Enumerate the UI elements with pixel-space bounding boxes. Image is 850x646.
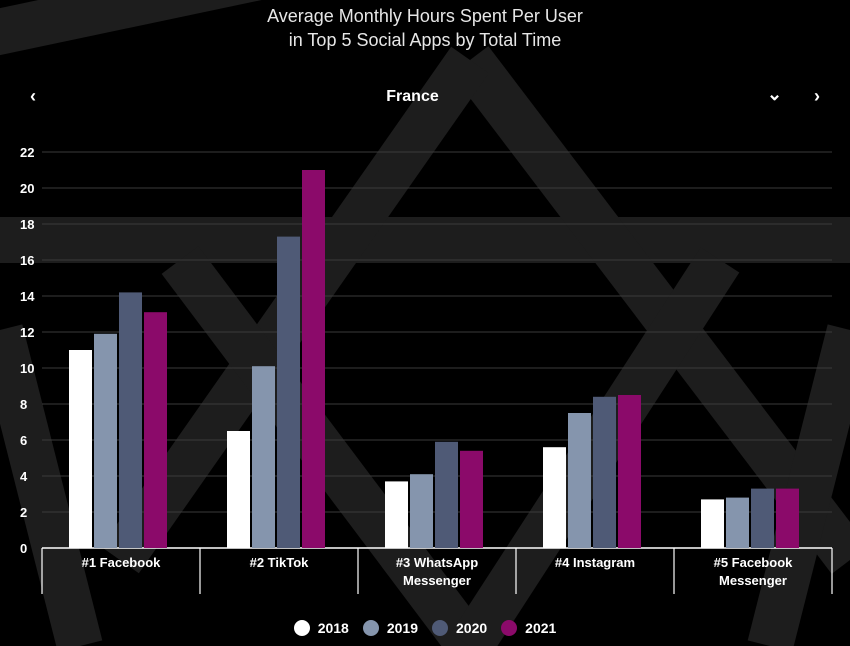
- bar: [69, 350, 92, 548]
- bar: [776, 488, 799, 548]
- y-tick-label: 2: [20, 505, 27, 520]
- bar: [385, 481, 408, 548]
- bar: [227, 431, 250, 548]
- x-tick-label: #1 Facebook: [82, 555, 162, 570]
- bar: [751, 488, 774, 548]
- legend-label: 2019: [386, 620, 418, 636]
- y-tick-label: 6: [20, 433, 27, 448]
- legend-item[interactable]: 2019: [362, 620, 418, 636]
- bar: [410, 474, 433, 548]
- x-tick-label: #5 Facebook: [714, 555, 794, 570]
- country-selector[interactable]: France: [386, 88, 439, 105]
- bar: [94, 333, 117, 548]
- bar: [593, 396, 616, 548]
- y-tick-label: 16: [20, 253, 34, 268]
- bar: [543, 447, 566, 548]
- legend-swatch: [501, 620, 518, 636]
- legend-label: 2018: [317, 620, 349, 636]
- legend-swatch: [432, 620, 448, 636]
- chart-title-line-1: Average Monthly Hours Spent Per User: [267, 6, 583, 26]
- legend-item[interactable]: 2018: [293, 620, 349, 636]
- legend-item[interactable]: 2021: [501, 620, 556, 636]
- bar: [568, 413, 591, 548]
- y-tick-label: 14: [20, 289, 35, 304]
- legend-swatch: [293, 620, 310, 636]
- bar: [144, 312, 167, 548]
- legend-label: 2020: [456, 620, 488, 636]
- y-tick-label: 10: [20, 361, 34, 376]
- y-tick-label: 22: [20, 145, 34, 160]
- previous-arrow-icon[interactable]: ‹: [30, 86, 36, 106]
- x-tick-label: #2 TikTok: [250, 555, 310, 570]
- bar: [435, 441, 458, 548]
- y-tick-label: 8: [20, 397, 27, 412]
- bar: [701, 499, 724, 548]
- bar: [618, 395, 641, 548]
- x-tick-label: Messenger: [719, 573, 787, 588]
- y-tick-label: 12: [20, 325, 34, 340]
- bar: [252, 366, 275, 548]
- chart-title-line-2: in Top 5 Social Apps by Total Time: [288, 30, 562, 50]
- legend-item[interactable]: 2020: [432, 620, 487, 636]
- y-tick-label: 20: [20, 181, 34, 196]
- chart-legend: 2018 2019 2020 2021: [0, 620, 850, 636]
- legend-label: 2021: [525, 620, 557, 636]
- y-tick-label: 0: [20, 541, 27, 556]
- next-arrow-icon[interactable]: ›: [814, 86, 820, 106]
- x-tick-label: Messenger: [403, 573, 471, 588]
- y-tick-label: 4: [20, 469, 28, 484]
- bar: [277, 236, 300, 548]
- bar: [460, 450, 483, 548]
- bar: [302, 170, 325, 548]
- bar: [726, 497, 749, 548]
- y-tick-label: 18: [20, 217, 34, 232]
- legend-swatch: [362, 620, 379, 636]
- dropdown-chevron-icon[interactable]: ⌄: [767, 84, 783, 104]
- x-tick-label: #4 Instagram: [555, 555, 635, 570]
- x-tick-label: #3 WhatsApp: [396, 555, 478, 570]
- bar: [119, 292, 142, 548]
